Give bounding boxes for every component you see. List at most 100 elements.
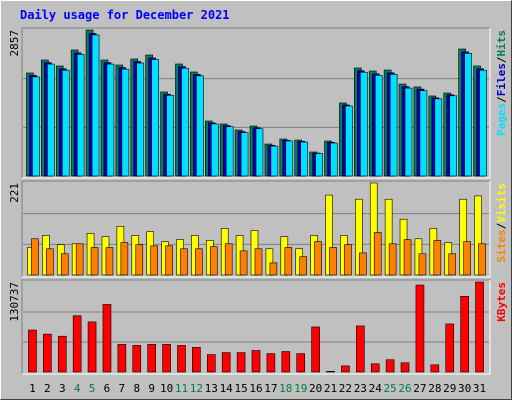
x-tick-label: 27 [413,382,426,395]
x-tick-label: 7 [119,382,126,395]
bar [239,250,248,276]
bar [254,248,263,276]
x-tick-label: 14 [220,382,234,395]
x-tick-label: 24 [369,382,383,395]
x-tick-label: 5 [89,382,96,395]
bar [206,354,216,373]
x-tick-label: 29 [443,382,456,395]
x-tick-label: 22 [339,382,352,395]
bar [43,333,52,373]
bar [369,182,378,276]
legend-entry: Files [495,63,508,96]
x-tick-label: 16 [249,382,262,395]
bar [90,247,99,276]
bar [60,253,69,276]
x-tick-label: 13 [205,382,218,395]
x-tick-label: 11 [175,382,188,395]
bar [415,284,425,373]
bar [196,75,204,177]
legend: KBytes [495,282,508,322]
legend-entry: Sites [495,229,508,262]
bar [132,345,142,373]
x-tick-label: 23 [354,382,367,395]
x-tick-label: 15 [234,382,247,395]
legend-entry: Hits [495,30,508,57]
bar [151,59,159,177]
bar [136,62,145,177]
bar [433,240,442,276]
bar [474,195,482,276]
bar [296,353,306,373]
bar [47,63,55,177]
bar [192,347,201,373]
bar [251,350,261,373]
bar [463,241,471,276]
bar [135,244,144,276]
bar [385,359,395,373]
bar [284,247,293,276]
bar [121,68,130,177]
y-max-label: 2857 [8,30,21,57]
bar [102,304,112,373]
x-tick-label: 4 [74,382,81,395]
bar [177,345,186,373]
bar [479,69,487,177]
bar [311,326,320,373]
bar [314,241,322,276]
bar [269,262,278,276]
bar [400,362,410,373]
bar [475,281,484,373]
bar [460,295,469,373]
x-tick-label: 2 [44,382,51,395]
bar [195,248,203,276]
bar [266,353,276,373]
x-tick-label: 30 [458,382,471,395]
x-tick-label: 10 [160,382,173,395]
x-tick-label: 3 [59,382,66,395]
bar [162,344,171,373]
bar [418,253,427,276]
bar [236,352,246,373]
bar [330,142,338,177]
bar [181,67,189,177]
bar [384,198,393,276]
bar [300,141,309,177]
bar [403,239,412,276]
bar [76,54,85,177]
bar [374,75,383,177]
legend: Pages/Files/Hits [495,30,508,136]
legend-entry: Visits [495,183,508,223]
x-tick-label: 28 [428,382,441,395]
bar [388,243,397,276]
bar [356,325,365,373]
plot-bevel [22,28,491,179]
bar [180,248,188,276]
x-tick-label: 9 [148,382,155,395]
bar [209,246,218,276]
y-max-label: 221 [8,183,21,203]
bar [72,315,82,373]
bar [31,238,39,276]
bar [344,244,352,276]
bar [315,153,323,177]
x-tick-label: 25 [384,382,397,395]
x-tick-label: 17 [264,382,277,395]
bar [61,69,70,177]
legend-separator: / [495,222,508,229]
bar [355,198,363,276]
legend-separator: / [495,96,508,103]
legend: Sites/Visits [495,183,508,263]
legend-entry: KBytes [495,282,508,322]
x-tick-label: 1 [29,382,36,395]
bar [299,256,308,276]
bar [360,71,368,177]
bar [359,252,367,276]
bar [478,243,486,276]
bar [150,245,158,276]
x-tick-label: 8 [133,382,140,395]
plot-bevel [22,181,491,278]
bar [449,95,458,177]
